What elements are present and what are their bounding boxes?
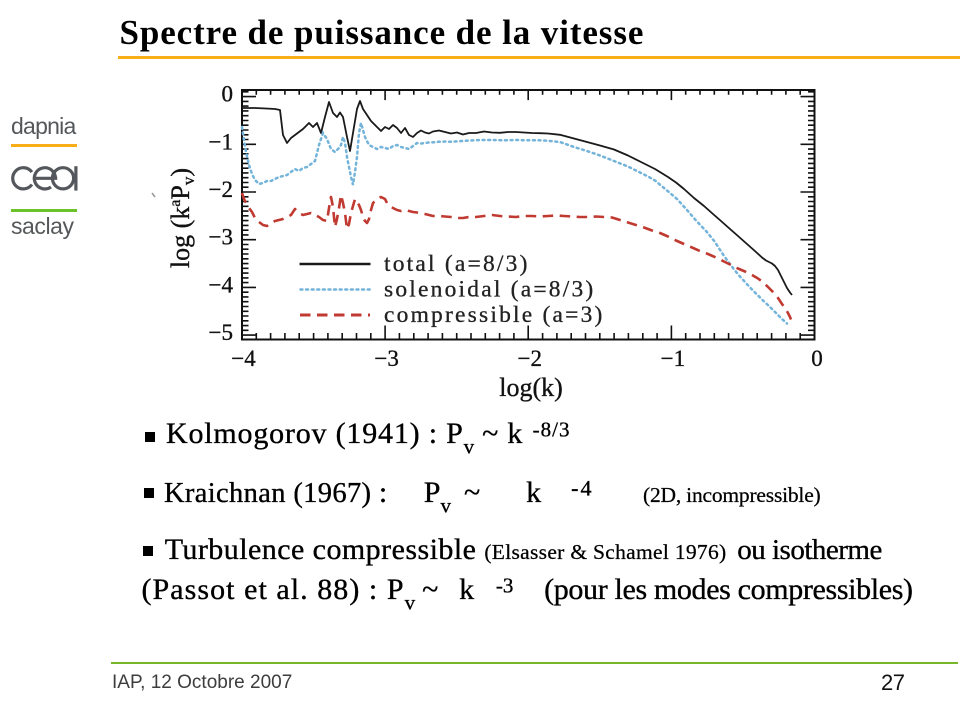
svg-text:−2: −2 bbox=[209, 177, 233, 202]
svg-text:compressible (a=3): compressible (a=3) bbox=[384, 302, 605, 328]
svg-text:−1: −1 bbox=[209, 129, 233, 154]
svg-text:0: 0 bbox=[222, 82, 234, 107]
svg-text:0: 0 bbox=[811, 346, 823, 371]
svg-text:log(k): log(k) bbox=[499, 373, 563, 402]
svg-text:log (kaPv): log (kaPv) bbox=[166, 168, 198, 268]
svg-text:−5: −5 bbox=[209, 320, 233, 345]
svg-text:−3: −3 bbox=[374, 346, 398, 371]
svg-text:solenoidal (a=8/3): solenoidal (a=8/3) bbox=[384, 277, 595, 303]
svg-text:−4: −4 bbox=[209, 272, 234, 297]
svg-text:total (a=8/3): total (a=8/3) bbox=[384, 251, 530, 277]
svg-text:−2: −2 bbox=[518, 346, 542, 371]
svg-text:−1: −1 bbox=[661, 346, 685, 371]
svg-text:−3: −3 bbox=[209, 225, 233, 250]
svg-text:−4: −4 bbox=[231, 346, 256, 371]
